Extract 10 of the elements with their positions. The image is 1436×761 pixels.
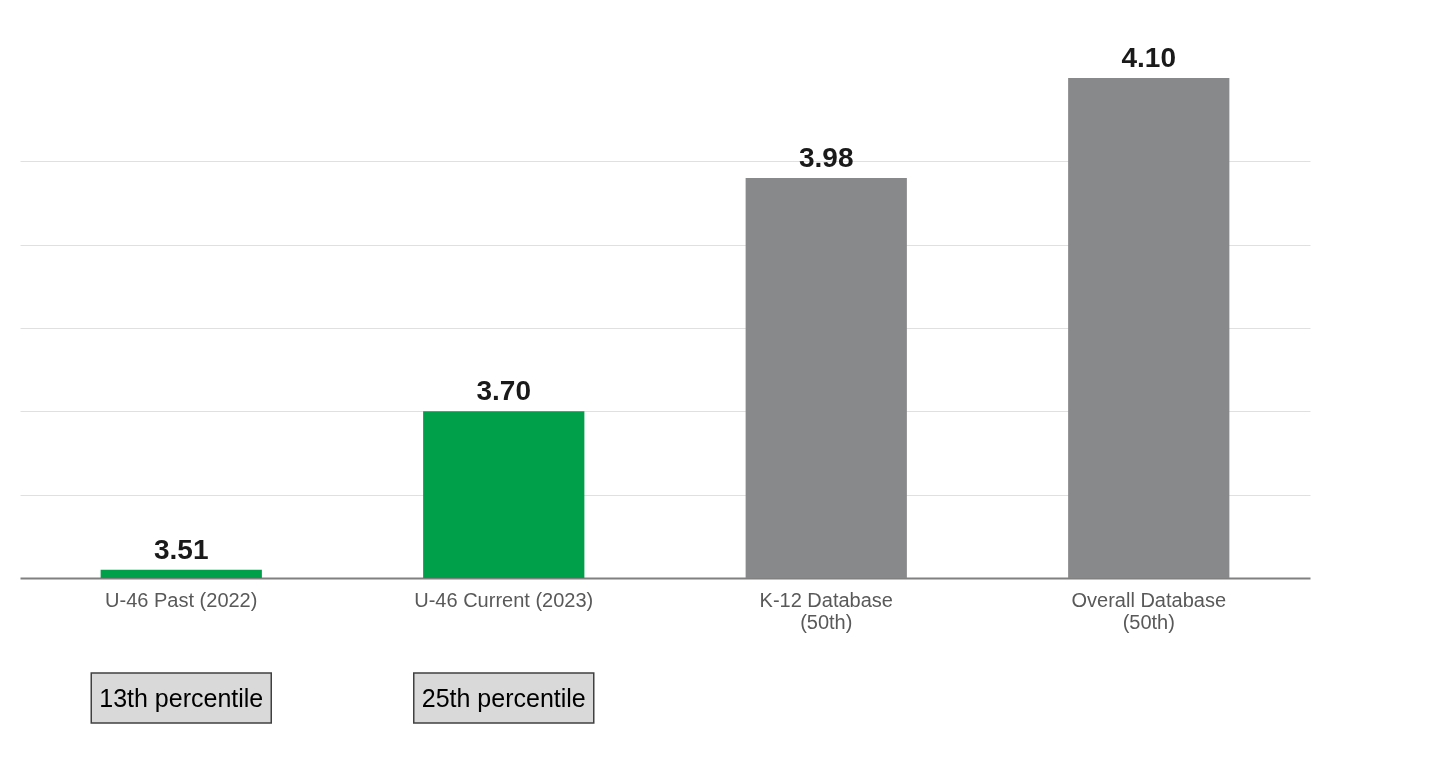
data-label: 4.10: [1121, 42, 1176, 73]
data-label: 3.98: [799, 142, 854, 173]
text: 25th percentile: [421, 684, 586, 712]
data-label: 3.51: [154, 533, 209, 565]
x-tick-label: U-46 Current (2023): [414, 588, 594, 611]
x-tick-label: K-12 Database (50th): [759, 588, 893, 633]
x-tick-label: U-46 Past (2022): [105, 588, 258, 611]
data-label: 3.70: [476, 375, 531, 407]
text: 13th percentile: [99, 684, 264, 712]
x-tick-label: Overall Database (50th): [1071, 588, 1227, 633]
